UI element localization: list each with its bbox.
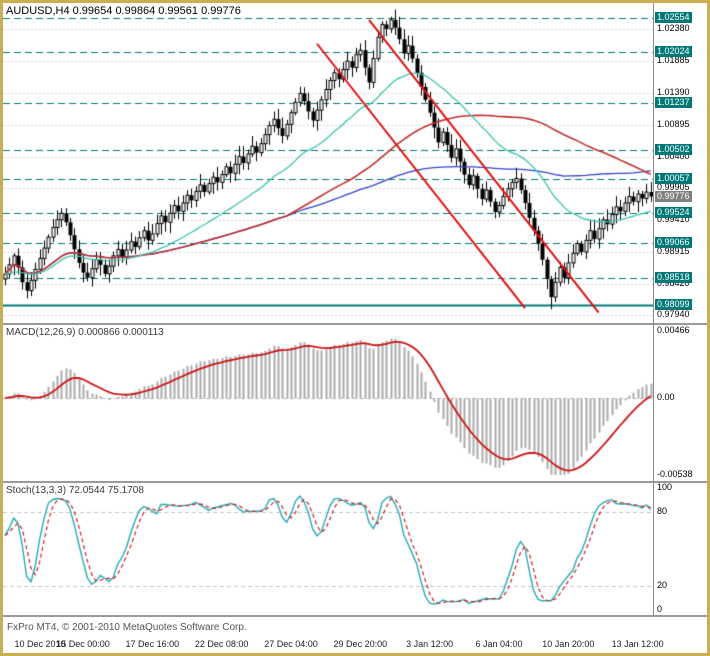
time-axis-label: 6 Jan 04:00 [475, 639, 523, 649]
time-axis-label: 27 Dec 04:00 [264, 639, 318, 649]
chart-symbol-ohlc-label: AUDUSD,H4 0.99654 0.99864 0.99561 0.9977… [6, 5, 241, 17]
panel-separator[interactable] [3, 323, 707, 325]
copyright-text: FxPro MT4, © 2001-2010 MetaQuotes Softwa… [7, 622, 247, 633]
stochastic-panel: Stoch(13,3,3) 72.0544 75.1708 [3, 483, 707, 615]
price-chart-canvas[interactable] [3, 3, 653, 323]
time-axis-label: 10 Dec 2010 [14, 639, 66, 649]
time-axis-label: 10 Jan 20:00 [542, 639, 595, 649]
macd-indicator-label: MACD(12,26,9) 0.000866 0.000113 [6, 327, 164, 338]
stochastic-canvas[interactable] [3, 483, 653, 615]
macd-panel: MACD(12,26,9) 0.000866 0.000113 [3, 325, 707, 481]
time-axis-label: 3 Jan 12:00 [406, 639, 454, 649]
panel-separator[interactable] [3, 481, 707, 483]
time-axis-label: 22 Dec 08:00 [194, 639, 249, 649]
macd-canvas[interactable] [3, 325, 653, 481]
price-axis-divider [653, 3, 654, 615]
time-axis-label: 15 Dec 00:00 [56, 639, 110, 649]
panel-separator [3, 615, 707, 617]
time-axis[interactable]: 10 Dec 2010 15 Dec 00:00 17 Dec 16:00 22 De… [3, 617, 707, 653]
stochastic-indicator-label: Stoch(13,3,3) 72.0544 75.1708 [6, 485, 144, 496]
time-axis-label: 29 Dec 20:00 [333, 639, 388, 649]
time-axis-label: 17 Dec 16:00 [125, 639, 180, 649]
price-chart-panel: AUDUSD,H4 0.99654 0.99864 0.99561 0.9977… [3, 3, 707, 323]
footer-area: FxPro MT4, © 2001-2010 MetaQuotes Softwa… [3, 617, 707, 653]
time-axis-label: 13 Jan 12:00 [611, 639, 664, 649]
